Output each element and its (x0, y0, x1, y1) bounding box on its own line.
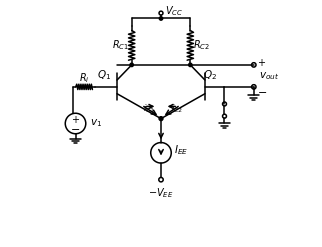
Text: $+$: $+$ (71, 114, 80, 125)
Text: $i_{C2}$: $i_{C2}$ (171, 103, 183, 115)
Circle shape (189, 63, 192, 67)
Text: $I_{EE}$: $I_{EE}$ (175, 144, 189, 157)
Text: $-$: $-$ (258, 85, 268, 96)
Text: $+$: $+$ (258, 57, 267, 68)
Circle shape (159, 117, 163, 121)
Text: $R_i$: $R_i$ (79, 71, 90, 85)
Circle shape (130, 63, 133, 67)
Text: $v_{out}$: $v_{out}$ (259, 70, 279, 82)
Text: $R_{C2}$: $R_{C2}$ (193, 39, 210, 52)
Text: $i_{C1}$: $i_{C1}$ (143, 103, 155, 115)
Text: $R_{C1}$: $R_{C1}$ (112, 39, 129, 52)
Text: $-$: $-$ (71, 123, 80, 133)
Text: $Q_1$: $Q_1$ (97, 68, 111, 82)
Text: $V_{CC}$: $V_{CC}$ (166, 4, 184, 18)
Text: $-V_{EE}$: $-V_{EE}$ (148, 186, 174, 200)
Text: $v_1$: $v_1$ (90, 118, 102, 129)
Text: $Q_2$: $Q_2$ (203, 68, 217, 82)
Circle shape (159, 17, 163, 20)
